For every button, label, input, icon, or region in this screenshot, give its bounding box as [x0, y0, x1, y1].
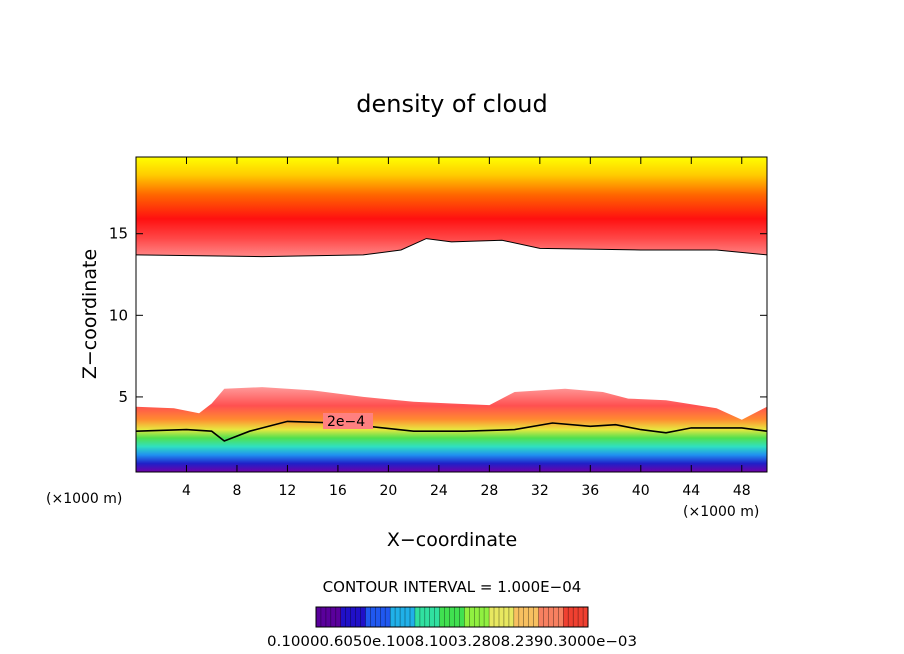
colorbar-labels: 0.10000.6050e.1008.1003.2808.2390.3000e−… [267, 634, 637, 650]
colorbar-swatch [414, 607, 441, 627]
colorbar [315, 606, 589, 628]
x-tick-label: 16 [329, 483, 347, 499]
contour-label-background [323, 413, 373, 429]
x-axis-label: X−coordinate [387, 529, 517, 551]
x-tick-label: 28 [480, 483, 498, 499]
colorbar-swatch [563, 607, 589, 627]
x-tick-label: 20 [379, 483, 397, 499]
y-tick-label: 5 [118, 388, 128, 406]
x-tick-label: 48 [733, 483, 751, 499]
contour-line-2e-4 [136, 420, 767, 442]
x-tick-label: 40 [632, 483, 650, 499]
colorbar-swatch [464, 607, 490, 627]
x-tick-label: 36 [581, 483, 599, 499]
colorbar-swatch [439, 607, 465, 627]
x-tick-label: 44 [682, 483, 700, 499]
chart-title: density of cloud [356, 90, 547, 118]
x-axis-unit-left: (×1000 m) [46, 491, 122, 507]
colorbar-swatch [365, 607, 391, 627]
colorbar-swatch [316, 607, 342, 627]
colorbar-swatch [390, 607, 416, 627]
y-tick-label: 15 [109, 225, 128, 243]
colorbar-swatch [489, 607, 515, 627]
y-tick-label: 10 [109, 306, 128, 324]
x-tick-label: 24 [430, 483, 448, 499]
x-tick-label: 8 [232, 483, 241, 499]
plot-frame [135, 156, 768, 473]
contour-label: 2e−4 [327, 414, 365, 430]
x-tick-label: 4 [182, 483, 191, 499]
x-axis-ticks: 4 8 12 16 20 24 28 32 36 40 44 48 [182, 157, 751, 499]
colorbar-swatch [513, 607, 539, 627]
y-axis-ticks: 5 10 15 [109, 225, 767, 406]
upper-cloud-band [136, 157, 767, 257]
y-axis-label: Z−coordinate [79, 249, 101, 379]
colorbar-frame [315, 606, 589, 628]
x-tick-label: 32 [531, 483, 549, 499]
colorbar-swatch [340, 607, 366, 627]
upper-cloud-contour [136, 238, 767, 258]
colorbar-swatch [538, 607, 564, 627]
contour-interval-text: CONTOUR INTERVAL = 1.000E−04 [323, 578, 582, 596]
x-tick-label: 12 [279, 483, 297, 499]
x-axis-unit-right: (×1000 m) [683, 504, 759, 520]
lower-cloud-band [136, 387, 767, 472]
